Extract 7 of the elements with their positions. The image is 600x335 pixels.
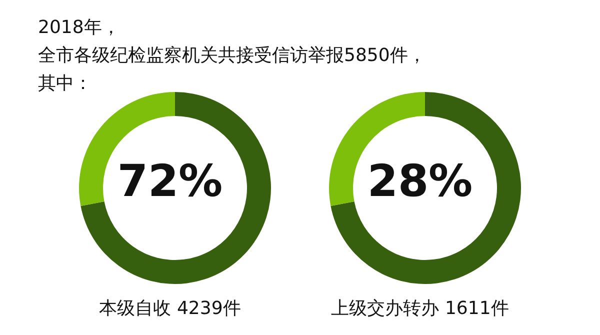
- donut-slice: [330, 92, 521, 284]
- text: 72%: [116, 156, 224, 207]
- donut-slice: [80, 92, 271, 284]
- text: 本级自收 4239件: [98, 297, 242, 320]
- text: 上级交办转办 1611件: [330, 297, 510, 320]
- chart-title: 2018年，全市各级纪检监察机关共接受信访举报5850件，其中：: [38, 16, 427, 96]
- text: 28%: [366, 156, 474, 207]
